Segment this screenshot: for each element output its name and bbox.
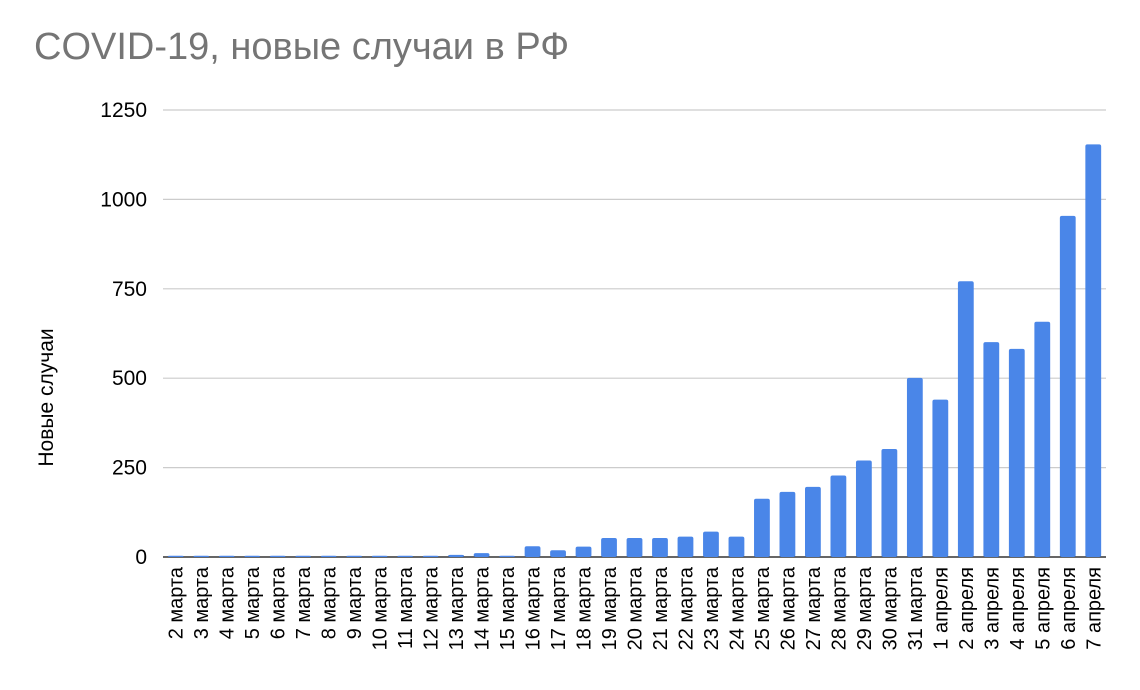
x-tick-label: 12 марта	[421, 566, 443, 650]
x-tick-label: 27 марта	[803, 566, 825, 650]
x-tick-label: 4 марта	[217, 566, 239, 639]
bar	[397, 555, 414, 557]
x-tick-label: 16 марта	[523, 566, 545, 650]
bar	[779, 491, 796, 557]
y-tick-label: 1250	[100, 99, 147, 122]
bar	[754, 498, 770, 557]
bar	[269, 555, 286, 557]
x-tick-label: 1 апреля	[930, 567, 952, 650]
x-tick-label: 20 марта	[625, 566, 647, 650]
gridlines	[163, 109, 1106, 558]
x-tick-label: 5 апреля	[1032, 567, 1054, 650]
bar	[524, 546, 541, 557]
x-tick-label: 7 марта	[293, 566, 315, 639]
x-tick-label: 31 марта	[905, 566, 927, 650]
bar	[957, 281, 974, 557]
bar	[728, 536, 745, 557]
x-tick-label: 30 марта	[879, 566, 901, 650]
bar	[805, 486, 821, 557]
x-tick-label: 11 марта	[395, 566, 417, 649]
bar	[703, 531, 719, 557]
y-tick-label: 500	[112, 367, 147, 390]
y-tick-label: 250	[112, 457, 147, 480]
bar	[422, 555, 439, 557]
bar	[371, 555, 388, 557]
x-tick-label: 5 марта	[242, 566, 264, 639]
x-tick-label: 2 апреля	[956, 567, 978, 650]
bar	[499, 555, 515, 557]
x-tick-label: 25 марта	[752, 566, 774, 650]
x-tick-label: 19 марта	[599, 566, 621, 650]
bar	[932, 399, 949, 557]
bar	[295, 555, 312, 557]
bar	[218, 555, 235, 557]
bar	[652, 538, 668, 557]
bar	[1008, 348, 1025, 557]
x-tick-label: 18 марта	[574, 566, 596, 650]
x-tick-label: 10 марта	[370, 566, 392, 650]
bar	[677, 536, 694, 557]
bar	[1059, 215, 1076, 557]
x-tick-label: 24 марта	[726, 566, 748, 650]
bar	[1034, 321, 1051, 557]
chart-title: COVID-19, новые случаи в РФ	[34, 26, 570, 68]
y-tick-label: 0	[135, 546, 147, 569]
bar	[550, 550, 566, 557]
bar	[244, 555, 261, 557]
x-tick-label: 22 марта	[675, 566, 697, 650]
bar	[473, 553, 490, 557]
x-tick-label: 6 апреля	[1058, 567, 1080, 650]
bar	[601, 538, 617, 557]
bar	[167, 555, 184, 557]
bar	[1085, 144, 1102, 558]
bar	[830, 475, 847, 557]
x-tick-label: 8 марта	[319, 566, 341, 639]
x-tick-label: 21 марта	[650, 566, 672, 650]
y-axis-label: Новые случаи	[35, 328, 58, 466]
bar	[855, 460, 872, 557]
bar	[626, 538, 643, 557]
x-tick-label: 9 марта	[344, 566, 366, 639]
x-axis-ticks: 2 марта 3 марта 4 марта 5 марта 6 марта 7 мар…	[166, 566, 1106, 650]
x-tick-label: 7 апреля	[1083, 567, 1105, 650]
bar	[983, 342, 1000, 557]
y-tick-label: 750	[112, 278, 147, 301]
x-tick-label: 28 марта	[828, 566, 850, 650]
x-tick-label: 3 марта	[191, 566, 213, 639]
bar	[575, 546, 592, 557]
bar	[320, 555, 337, 557]
bars	[167, 144, 1102, 558]
x-tick-label: 6 марта	[268, 566, 290, 639]
bar	[448, 554, 464, 557]
x-tick-label: 13 марта	[446, 566, 468, 650]
x-tick-label: 15 марта	[497, 566, 519, 650]
bar	[193, 555, 210, 557]
x-tick-label: 26 марта	[777, 566, 799, 650]
x-tick-label: 23 марта	[701, 566, 723, 650]
bar	[906, 377, 923, 557]
x-tick-label: 17 марта	[548, 566, 570, 650]
bar	[881, 449, 898, 557]
y-axis-ticks: 0 250 500 750 1000 1250	[100, 99, 147, 569]
bar	[346, 555, 363, 557]
x-tick-label: 4 апреля	[1007, 567, 1029, 650]
y-tick-label: 1000	[100, 188, 147, 211]
x-tick-label: 29 марта	[854, 566, 876, 650]
x-tick-label: 3 апреля	[981, 567, 1003, 650]
x-tick-label: 14 марта	[472, 566, 494, 650]
x-tick-label: 2 марта	[166, 566, 188, 639]
